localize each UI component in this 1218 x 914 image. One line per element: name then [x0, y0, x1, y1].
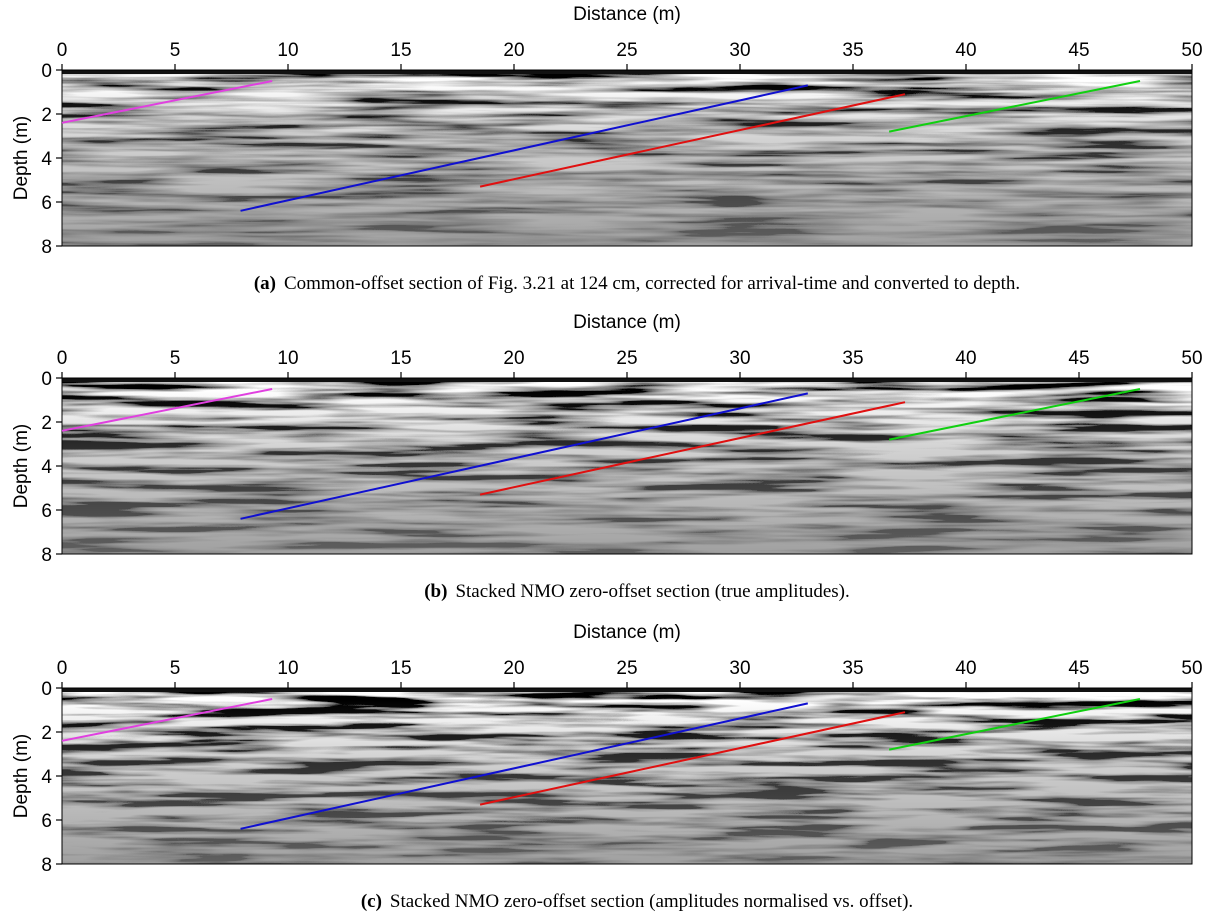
x-tick-label: 5 [170, 348, 181, 369]
caption-text: Common-offset section of Fig. 3.21 at 12… [284, 273, 1020, 294]
caption: (c) Stacked NMO zero-offset section (ampl… [361, 891, 913, 912]
x-tick-label: 5 [170, 40, 181, 61]
x-tick-label: 30 [729, 658, 750, 679]
x-tick-label: 10 [277, 40, 298, 61]
x-tick-label: 45 [1068, 658, 1089, 679]
x-tick-label: 35 [842, 658, 863, 679]
x-axis-title: Distance (m) [573, 4, 681, 25]
x-tick-label: 0 [57, 658, 68, 679]
horizon-line [888, 698, 1141, 751]
x-tick-label: 15 [390, 40, 411, 61]
y-tick-label: 0 [41, 679, 52, 700]
x-tick-label: 40 [955, 348, 976, 369]
x-tick-label: 50 [1181, 658, 1202, 679]
x-tick-label: 35 [842, 40, 863, 61]
x-tick-label: 50 [1181, 348, 1202, 369]
x-tick-label: 40 [955, 658, 976, 679]
horizon-line [888, 388, 1141, 441]
horizon-line [61, 388, 273, 432]
section-fade [62, 700, 1192, 864]
horizon-line [61, 698, 273, 742]
x-tick-label: 10 [277, 658, 298, 679]
y-tick-label: 6 [41, 501, 52, 522]
x-tick-label: 50 [1181, 40, 1202, 61]
y-tick-label: 8 [41, 545, 52, 566]
section-fade [62, 390, 1192, 554]
horizon-line [479, 401, 906, 496]
x-tick-label: 15 [390, 348, 411, 369]
x-tick-label: 0 [57, 40, 68, 61]
caption: (b) Stacked NMO zero-offset section (true… [424, 581, 850, 602]
caption-label: (a) [254, 273, 276, 294]
y-tick-label: 4 [41, 767, 52, 788]
surface-band [62, 70, 1192, 74]
x-tick-label: 0 [57, 348, 68, 369]
caption-text: Stacked NMO zero-offset section (amplitu… [390, 891, 913, 912]
x-tick-label: 20 [503, 40, 524, 61]
horizon-line [240, 702, 809, 830]
y-tick-label: 2 [41, 413, 52, 434]
x-tick-label: 10 [277, 348, 298, 369]
caption-label: (c) [361, 891, 382, 912]
x-tick-label: 25 [616, 40, 637, 61]
caption-label: (b) [424, 581, 447, 602]
surface-band [62, 688, 1192, 692]
x-axis-title: Distance (m) [573, 312, 681, 333]
horizon-line [61, 80, 273, 124]
x-tick-label: 15 [390, 658, 411, 679]
x-tick-label: 35 [842, 348, 863, 369]
section-fade [62, 82, 1192, 246]
x-tick-label: 20 [503, 348, 524, 369]
caption: (a) Common-offset section of Fig. 3.21 at… [254, 273, 1020, 294]
horizon-line [240, 84, 809, 212]
y-tick-label: 0 [41, 61, 52, 82]
x-tick-label: 30 [729, 348, 750, 369]
y-tick-label: 4 [41, 149, 52, 170]
x-axis-title: Distance (m) [573, 622, 681, 643]
y-tick-label: 6 [41, 193, 52, 214]
surface-band [62, 378, 1192, 382]
y-tick-label: 8 [41, 855, 52, 876]
x-tick-label: 25 [616, 348, 637, 369]
x-tick-label: 25 [616, 658, 637, 679]
horizon-line [888, 80, 1141, 133]
caption-text: Stacked NMO zero-offset section (true am… [455, 581, 849, 602]
horizon-line [479, 93, 906, 188]
y-axis-title: Depth (m) [11, 424, 32, 508]
x-tick-label: 5 [170, 658, 181, 679]
y-tick-label: 2 [41, 105, 52, 126]
horizon-line [240, 392, 809, 520]
y-tick-label: 2 [41, 723, 52, 744]
x-tick-label: 45 [1068, 40, 1089, 61]
x-tick-label: 45 [1068, 348, 1089, 369]
y-tick-label: 8 [41, 237, 52, 258]
y-axis-title: Depth (m) [11, 734, 32, 818]
y-tick-label: 0 [41, 369, 52, 390]
x-tick-label: 40 [955, 40, 976, 61]
x-tick-label: 30 [729, 40, 750, 61]
y-tick-label: 6 [41, 811, 52, 832]
x-tick-label: 20 [503, 658, 524, 679]
y-axis-title: Depth (m) [11, 116, 32, 200]
horizon-line [479, 711, 906, 806]
y-tick-label: 4 [41, 457, 52, 478]
